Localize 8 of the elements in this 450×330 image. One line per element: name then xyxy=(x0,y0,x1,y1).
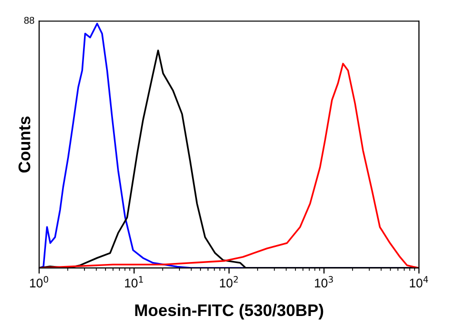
x-tick-label: 10$^{2}$ xyxy=(220,276,238,288)
x-tick-label: 10$^{3}$ xyxy=(314,276,333,288)
text: 88 xyxy=(24,16,34,24)
x-axis-title: Moesin-FITC (530/30BP) xyxy=(135,304,324,320)
y-axis-title: Counts xyxy=(18,116,30,173)
x-tick-label: 10$^{4}$ xyxy=(410,276,428,288)
x-tick-label: 10$^{1}$ xyxy=(125,276,143,288)
x-tick-label: 10$^{0}$ xyxy=(30,276,48,288)
